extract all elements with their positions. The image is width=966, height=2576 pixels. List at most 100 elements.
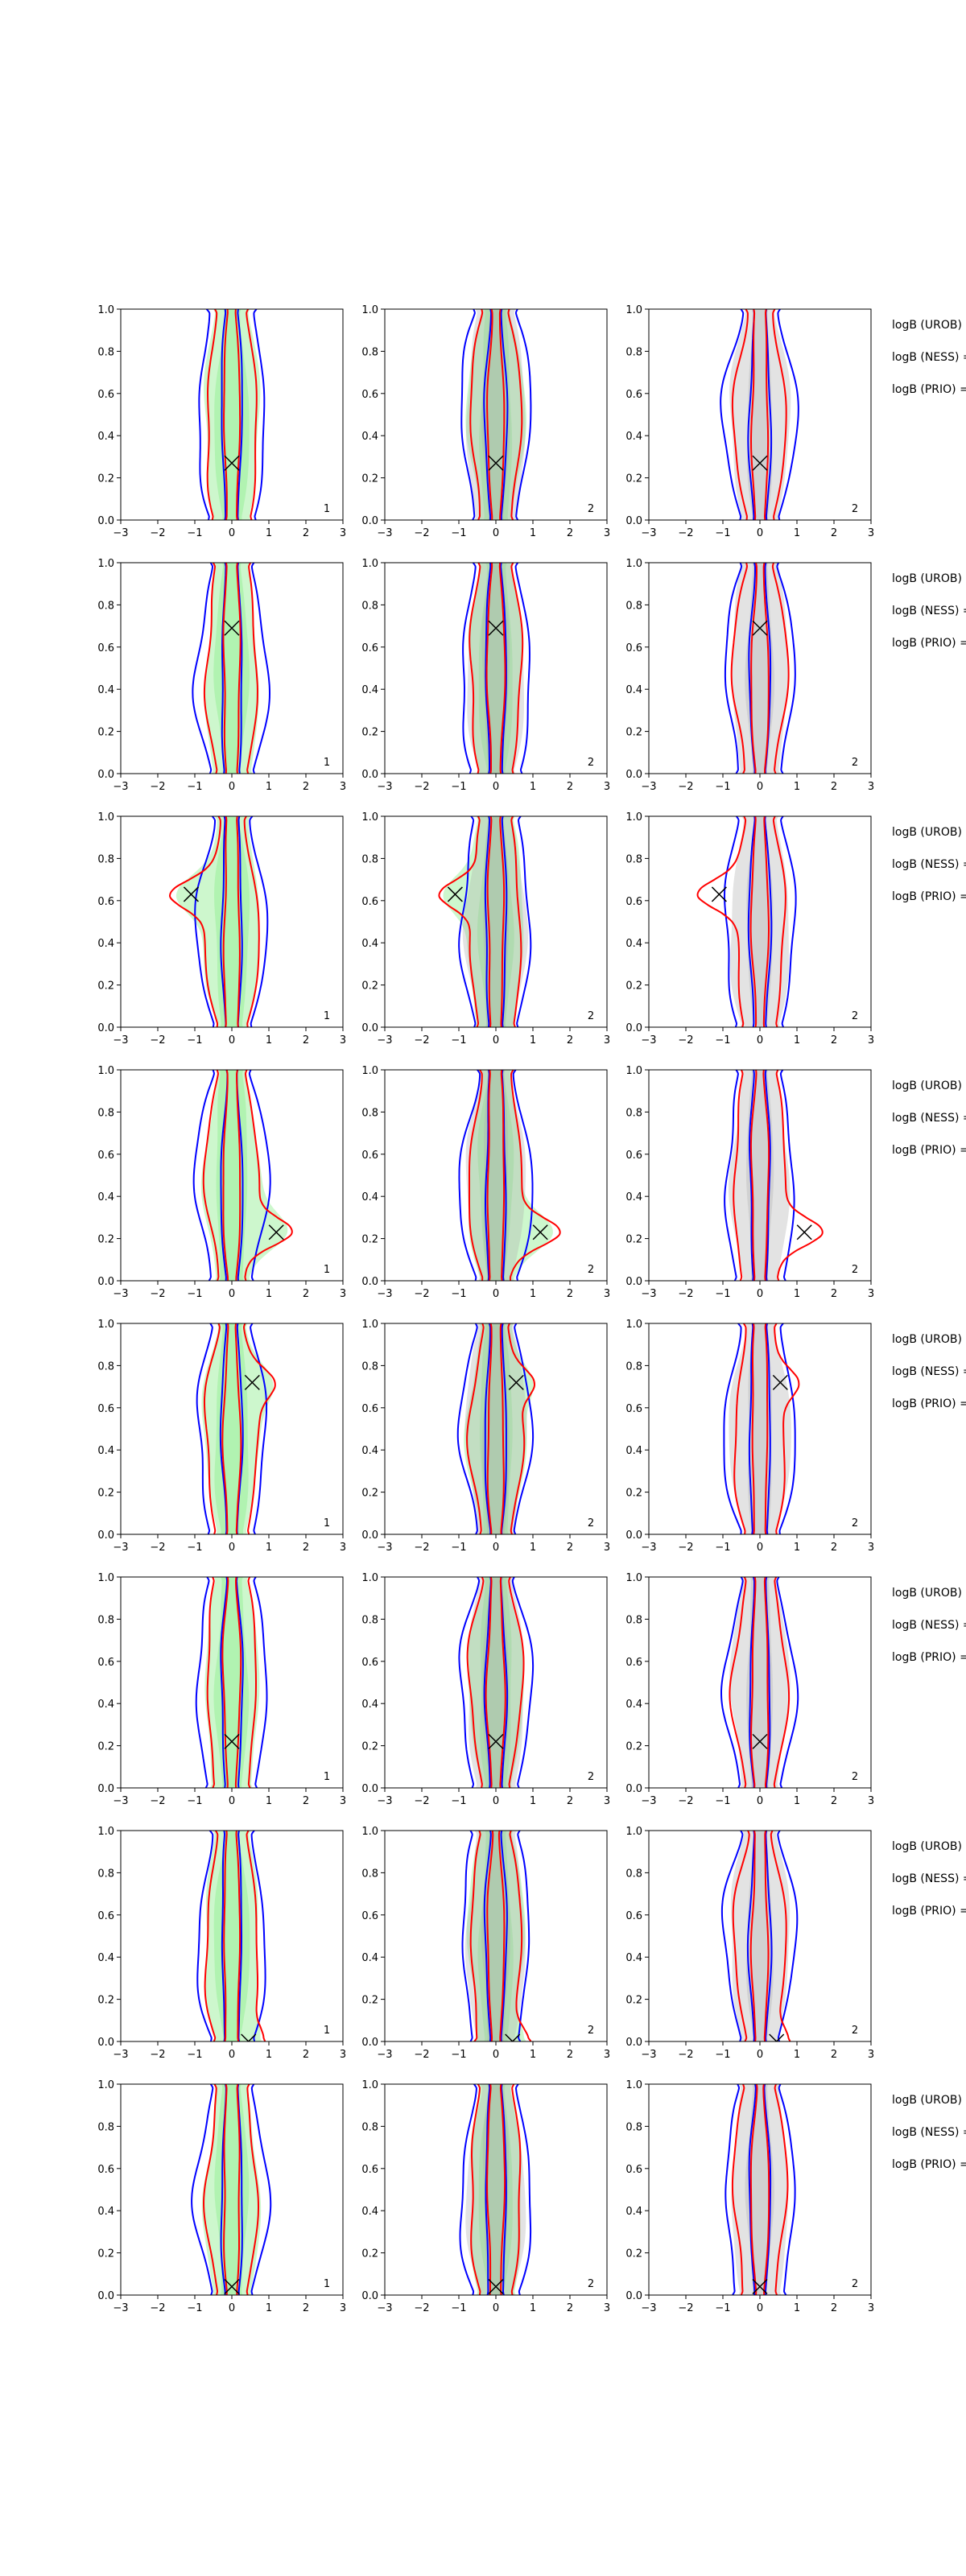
x-marker — [752, 1733, 768, 1749]
x-tick-label: −3 — [113, 1542, 128, 1554]
x-tick-label: −1 — [451, 527, 466, 539]
x-marker-stroke — [224, 620, 240, 636]
x-marker — [752, 620, 768, 636]
x-tick-label: 3 — [340, 2049, 346, 2061]
contour-line-blue — [192, 563, 271, 774]
contour-panel: −3 −2 −1 0 1 2 30.00.20.40.60.81.02 — [361, 1826, 610, 2061]
contour-line-blue — [220, 2084, 243, 2295]
contour-panel: −3 −2 −1 0 1 2 30.00.20.40.60.81.02 — [625, 304, 874, 539]
density-fill-outer — [205, 1831, 262, 2041]
x-marker-stroke — [488, 455, 504, 471]
contour-line-red — [466, 1323, 535, 1534]
x-marker — [532, 1224, 548, 1241]
y-tick-label: 0.8 — [361, 1360, 378, 1373]
contour-line-red — [168, 816, 260, 1027]
y-tick-label: 0.8 — [625, 1614, 642, 1626]
x-tick-label: 2 — [567, 1542, 573, 1554]
x-tick-label: 1 — [266, 2049, 272, 2061]
y-tick-label: 0.6 — [625, 1403, 642, 1415]
x-tick-label: 3 — [868, 2302, 874, 2314]
x-tick-label: 3 — [604, 2302, 610, 2314]
y-tick-label: 1.0 — [361, 1826, 378, 1838]
x-tick-label: −1 — [451, 1542, 466, 1554]
panel-label: 2 — [588, 2278, 594, 2290]
x-tick-label: −2 — [150, 527, 165, 539]
x-tick-label: −2 — [414, 1034, 429, 1046]
contour-line-blue — [724, 563, 796, 774]
y-tick-label: 0.6 — [625, 1657, 642, 1669]
y-tick-label: 1.0 — [97, 1826, 114, 1838]
y-tick-label: 0.2 — [625, 980, 642, 993]
y-tick-label: 0.6 — [625, 389, 642, 401]
figure-row: −3 −2 −1 0 1 2 30.00.20.40.60.81.01−3 −2 −1 0 1 2 30… — [97, 2079, 966, 2314]
y-tick-label: 0.8 — [625, 346, 642, 358]
contour-line-red — [486, 816, 506, 1027]
x-marker-stroke — [511, 2033, 521, 2041]
y-tick-label: 0.2 — [625, 1741, 642, 1753]
x-tick-label: 3 — [340, 1795, 346, 1807]
density-fill-outer — [467, 1577, 524, 1788]
x-marker — [224, 455, 240, 471]
logb-annotation-ness: logB (NESS) = — [892, 2126, 966, 2139]
y-tick-label: 1.0 — [625, 304, 642, 316]
x-tick-label: −1 — [451, 1034, 466, 1046]
figure-row: −3 −2 −1 0 1 2 30.00.20.40.60.81.01−3 −2 −1 0 1 2 30… — [97, 558, 966, 793]
contour-panel: −3 −2 −1 0 1 2 3 0.0 0.2 0.4 0.6 0.8 1.0 1 — [97, 304, 346, 539]
contour-line-red — [223, 2084, 241, 2295]
y-tick-label: 0.4 — [361, 1191, 378, 1203]
contour-line-blue — [194, 816, 269, 1027]
logb-annotation-ness: logB (NESS) = — [892, 1619, 966, 1632]
logb-annotation-prio: logB (PRIO) = — [892, 890, 966, 903]
x-tick-label: 3 — [340, 527, 346, 539]
density-fill-outer — [731, 2084, 788, 2295]
figure-row: −3 −2 −1 0 1 2 30.00.20.40.60.81.01−3 −2 −1 0 1 2 30… — [97, 304, 966, 539]
y-tick-label: 0.8 — [361, 600, 378, 612]
x-tick-label: 3 — [340, 1288, 346, 1300]
x-tick-label: 1 — [794, 781, 800, 793]
contour-line-blue — [485, 2084, 507, 2295]
y-tick-label: 1.0 — [625, 811, 642, 824]
y-tick-label: 0.4 — [361, 1445, 378, 1457]
y-tick-label: 0.6 — [361, 896, 378, 908]
y-tick-label: 0.4 — [361, 431, 378, 443]
contour-line-blue — [747, 309, 773, 520]
contour-line-red — [731, 309, 787, 520]
x-tick-label: −1 — [715, 2049, 730, 2061]
logb-annotation-prio: logB (PRIO) = — [892, 383, 966, 396]
y-tick-label: 0.8 — [361, 2121, 378, 2133]
x-tick-label: 1 — [266, 527, 272, 539]
contour-line-blue — [196, 1323, 268, 1534]
x-tick-label: 2 — [831, 2302, 837, 2314]
figure-row: −3 −2 −1 0 1 2 30.00.20.40.60.81.01−3 −2 −1 0 1 2 30… — [97, 1065, 966, 1300]
density-fill-outer — [731, 563, 788, 774]
x-tick-label: −2 — [150, 2049, 165, 2061]
x-tick-label: −1 — [451, 2302, 466, 2314]
y-tick-label: 0.0 — [97, 2037, 114, 2049]
density-fill-outer — [204, 1577, 260, 1788]
logb-annotation-urob: logB (UROB) = — [892, 1840, 966, 1853]
x-tick-label: 1 — [530, 781, 536, 793]
contour-line-red — [222, 563, 242, 774]
y-tick-label: 0.6 — [97, 2164, 114, 2176]
x-tick-label: 0 — [757, 2302, 763, 2314]
panel-label: 2 — [588, 2025, 594, 2037]
x-tick-label: −2 — [678, 1795, 693, 1807]
density-fill-outer — [728, 1070, 791, 1281]
x-tick-label: −3 — [113, 2049, 128, 2061]
x-tick-label: 0 — [757, 1795, 763, 1807]
x-marker-stroke — [224, 1733, 240, 1749]
panel-label: 1 — [324, 1517, 330, 1530]
contour-line-blue — [748, 563, 772, 774]
contour-line-blue — [484, 1070, 507, 1281]
x-tick-label: 2 — [303, 2302, 309, 2314]
y-tick-label: 0.8 — [97, 1107, 114, 1119]
panel-label: 1 — [324, 757, 330, 769]
logb-annotation-prio: logB (PRIO) = — [892, 1651, 966, 1664]
y-tick-label: 0.8 — [97, 1868, 114, 1880]
contour-panel: −3 −2 −1 0 1 2 30.00.20.40.60.81.02 — [361, 558, 610, 793]
x-tick-label: −3 — [641, 1795, 656, 1807]
x-marker — [244, 1374, 260, 1390]
contour-line-blue — [219, 1323, 244, 1534]
contour-line-blue — [723, 816, 797, 1027]
